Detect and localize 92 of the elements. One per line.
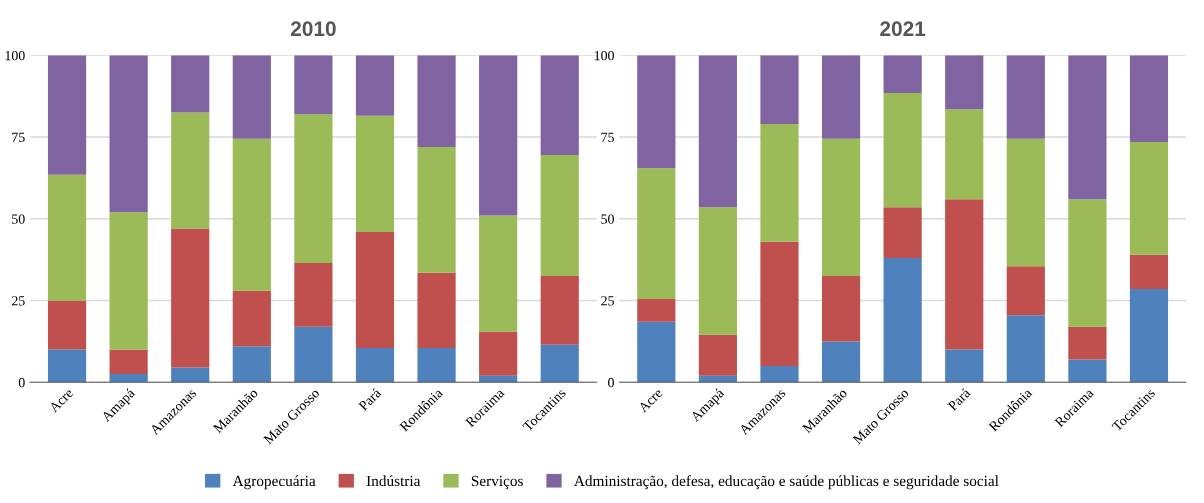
bar [417, 55, 456, 147]
y-tick-label: 50 [601, 214, 614, 224]
bar [109, 349, 148, 375]
bar [294, 326, 333, 383]
bar [1129, 254, 1169, 290]
bar [417, 272, 456, 348]
legend-label: Agropecuária [232, 475, 316, 490]
bar [171, 112, 210, 229]
x-tick-label: Pará [357, 387, 382, 412]
bar [1006, 55, 1045, 139]
bar [637, 55, 676, 169]
y-tick-label: 50 [12, 214, 25, 224]
bar [1068, 55, 1107, 200]
bar [821, 138, 861, 277]
bar [355, 231, 395, 348]
y-tick-label: 75 [601, 132, 614, 143]
bar [109, 55, 148, 213]
bar [1006, 138, 1045, 267]
bar [1006, 315, 1045, 383]
chart-title: 2021 [880, 21, 926, 37]
y-tick-label: 100 [5, 50, 25, 61]
bar [945, 349, 984, 383]
bar [109, 212, 148, 350]
bar [355, 347, 395, 383]
bar [540, 155, 579, 277]
legend-label: Administração, defesa, educação e saúde públicas e seguridade social [574, 475, 999, 490]
chart-title: 2010 [290, 21, 336, 37]
bar [760, 365, 799, 383]
bar [945, 199, 984, 350]
bar [232, 55, 271, 139]
bar [1129, 289, 1169, 383]
bar [417, 347, 456, 383]
bar [232, 138, 271, 291]
y-tick-label: 75 [12, 132, 25, 143]
bar [294, 55, 333, 115]
bar [883, 55, 922, 93]
bar [47, 300, 87, 350]
bar [479, 55, 518, 216]
bar [821, 276, 861, 342]
bar [637, 298, 676, 322]
bar [1068, 199, 1107, 327]
bar [47, 174, 87, 301]
bar [1068, 359, 1107, 383]
bar [1129, 141, 1169, 255]
legend-label: Serviços [471, 475, 523, 490]
bar [945, 55, 984, 110]
bar [540, 55, 579, 156]
legend-label: Indústria [366, 475, 421, 487]
y-tick-label: 25 [11, 296, 25, 306]
bar [883, 207, 922, 259]
bar [171, 55, 210, 113]
bar [698, 55, 737, 208]
bar [540, 344, 579, 383]
bar [294, 114, 333, 263]
bar [698, 334, 737, 376]
y-tick-label: 100 [594, 50, 614, 61]
bar [479, 331, 518, 376]
bar [760, 123, 799, 242]
bar [479, 375, 518, 383]
bar [479, 215, 518, 332]
y-tick-label: 0 [608, 377, 614, 388]
bar [821, 341, 861, 383]
x-tick-label: Acre [48, 387, 74, 414]
bar [698, 207, 737, 335]
bar [1068, 326, 1107, 360]
bar [760, 241, 799, 366]
bar [760, 55, 799, 124]
bar [637, 321, 676, 383]
y-tick-label: 0 [18, 377, 25, 388]
bar [109, 374, 148, 383]
bar [232, 290, 271, 347]
bar [47, 55, 87, 175]
bar [171, 367, 210, 383]
x-tick-label: Pará [947, 387, 972, 412]
x-tick-label: Acre [637, 387, 663, 414]
bar [47, 349, 87, 383]
bar [698, 375, 737, 383]
y-tick-label: 25 [601, 296, 614, 306]
bar [171, 228, 210, 368]
bar [1006, 266, 1045, 316]
bar [637, 168, 676, 299]
bar [945, 109, 984, 200]
bar [540, 276, 579, 345]
bar [355, 55, 395, 116]
bar [417, 146, 456, 273]
bar [355, 115, 395, 232]
bar [883, 92, 922, 208]
bar [232, 346, 271, 383]
bar [821, 55, 861, 139]
bar [1129, 55, 1169, 142]
bar [294, 262, 333, 327]
bar [883, 258, 922, 383]
